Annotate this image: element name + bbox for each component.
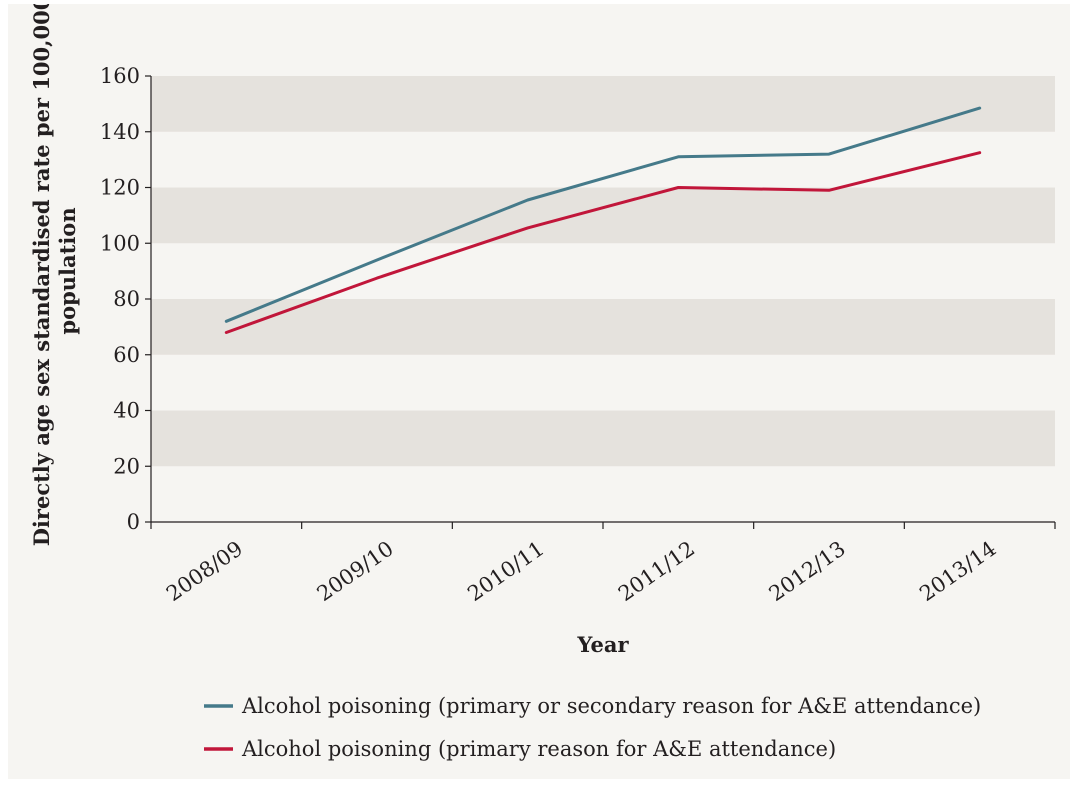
plot-bands xyxy=(151,76,1055,467)
chart-panel: 0 20 40 60 80 100 120 140 160 2008/09 2009/10 2010… xyxy=(8,0,1070,779)
x-axis-title: Year xyxy=(576,632,629,657)
y-tick-label: 20 xyxy=(113,454,140,478)
y-tick-label: 40 xyxy=(113,399,140,423)
y-axis-title-line-2: population xyxy=(55,207,80,334)
legend-label: Alcohol poisoning (primary reason for A&… xyxy=(241,737,836,761)
y-axis-ticks: 0 20 40 60 80 100 120 140 160 xyxy=(100,64,151,534)
grid-band xyxy=(151,299,1055,355)
y-tick-label: 0 xyxy=(127,510,140,534)
x-tick-label: 2011/12 xyxy=(614,536,699,606)
x-axis-ticks: 2008/09 2009/10 2010/11 2011/12 2012/13 2013/… xyxy=(150,522,1056,606)
legend-item: Alcohol poisoning (primary or secondary … xyxy=(204,694,981,718)
y-axis-title-line-1: Directly age sex standardised rate per 1… xyxy=(29,4,54,546)
series-line-1 xyxy=(224,106,982,323)
x-tick-label: 2013/14 xyxy=(915,536,1000,606)
grid-band xyxy=(151,410,1055,467)
y-tick-label: 160 xyxy=(100,64,140,88)
legend-item: Alcohol poisoning (primary reason for A&… xyxy=(204,737,836,761)
y-tick-label: 80 xyxy=(113,287,140,311)
y-tick-label: 120 xyxy=(100,176,140,200)
line-chart: 0 20 40 60 80 100 120 140 160 2008/09 2009/10 2010… xyxy=(29,0,1056,761)
x-tick-label: 2008/09 xyxy=(162,536,247,606)
legend: Alcohol poisoning (primary or secondary … xyxy=(204,694,981,761)
y-tick-label: 60 xyxy=(113,343,140,367)
y-tick-label: 140 xyxy=(100,120,140,144)
x-tick-label: 2010/11 xyxy=(463,536,548,606)
series-line-2 xyxy=(224,151,982,334)
x-tick-label: 2009/10 xyxy=(313,536,398,606)
y-tick-label: 100 xyxy=(100,231,140,255)
legend-label: Alcohol poisoning (primary or secondary … xyxy=(241,694,981,718)
series-lines xyxy=(224,106,982,334)
grid-band xyxy=(151,187,1055,244)
x-tick-label: 2012/13 xyxy=(765,536,850,606)
grid-band xyxy=(151,76,1055,132)
